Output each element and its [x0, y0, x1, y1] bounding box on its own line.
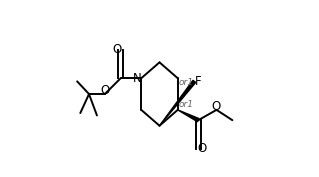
Text: O: O	[197, 142, 207, 155]
Text: N: N	[132, 72, 141, 85]
Text: or1: or1	[178, 78, 193, 87]
Polygon shape	[178, 110, 199, 122]
Text: or1: or1	[178, 100, 193, 109]
Text: F: F	[195, 75, 202, 88]
Text: O: O	[211, 100, 221, 113]
Text: O: O	[112, 43, 122, 56]
Text: O: O	[101, 84, 110, 97]
Polygon shape	[160, 80, 196, 126]
